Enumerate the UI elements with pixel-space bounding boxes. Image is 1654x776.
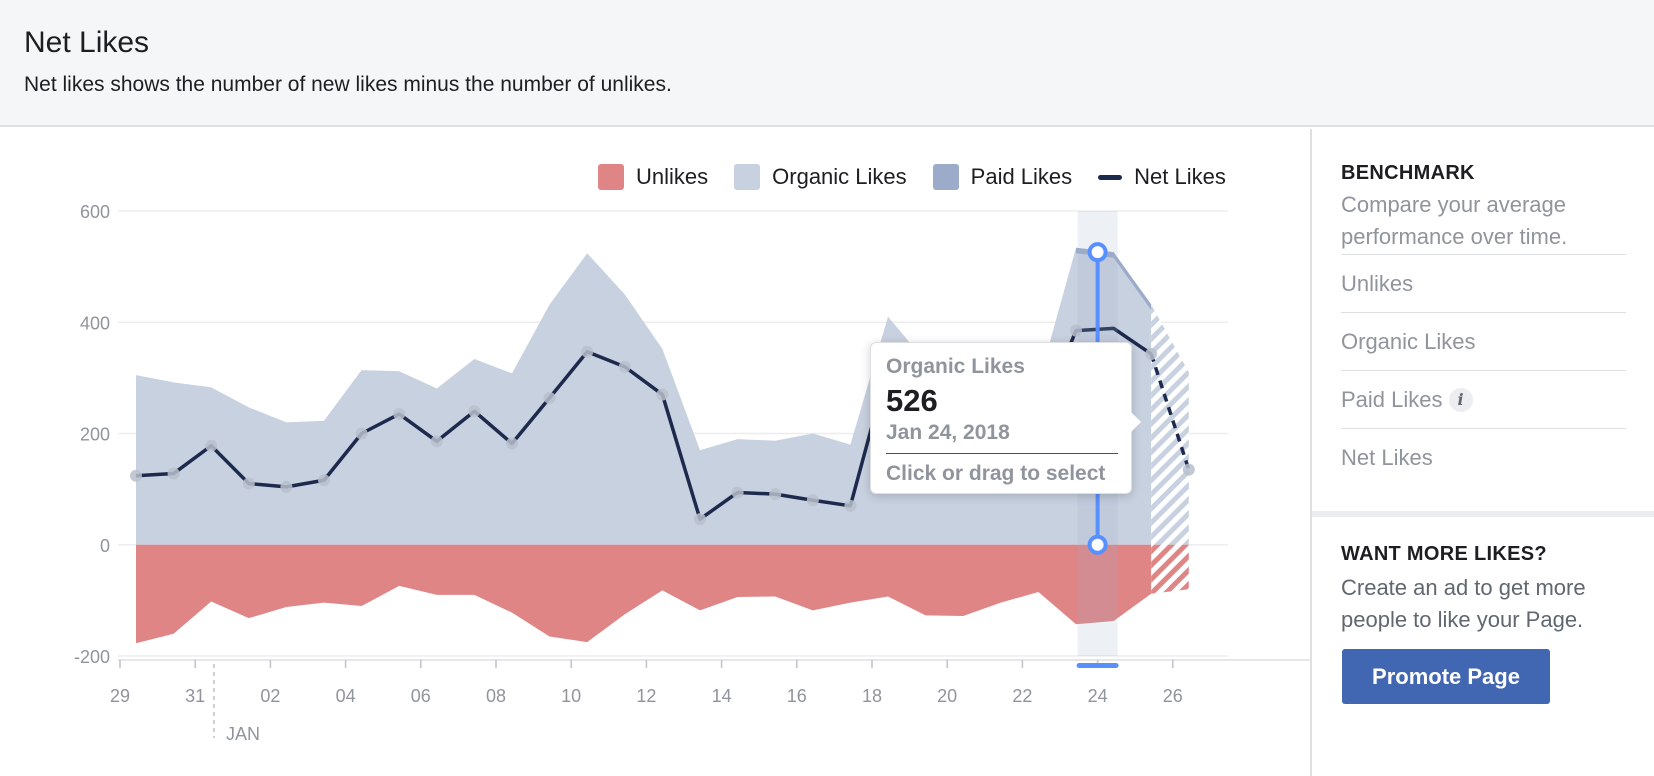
x-tick-label: 18 — [862, 686, 882, 706]
legend-item-paid-likes[interactable]: Paid Likes — [932, 164, 1073, 190]
x-tick-label: 02 — [260, 686, 280, 706]
net-likes-point — [506, 437, 518, 450]
selection-handle-top[interactable] — [1087, 242, 1108, 263]
net-likes-point — [318, 474, 330, 487]
net-likes-point — [355, 427, 368, 440]
net-likes-point — [468, 405, 481, 418]
legend-swatch-paid-likes — [932, 164, 959, 190]
selection-scrub-bar — [1076, 663, 1119, 668]
x-tick-label: 31 — [185, 686, 205, 706]
paid-likes-area — [1076, 247, 1152, 311]
net-likes-point — [430, 435, 443, 448]
net-likes-point — [1070, 324, 1082, 337]
net-likes-point — [242, 477, 255, 490]
legend-item-organic-likes[interactable]: Organic Likes — [734, 164, 907, 190]
net-likes-point — [618, 360, 631, 373]
legend-label-net-likes: Net Likes — [1134, 164, 1226, 189]
y-tick-label: -200 — [74, 647, 110, 667]
unlikes-projected-area — [1151, 544, 1189, 594]
x-tick-label: 16 — [787, 686, 807, 706]
x-tick-label: 22 — [1012, 686, 1032, 706]
tooltip-rule — [886, 453, 1118, 454]
net-likes-point — [731, 486, 744, 499]
tooltip-series-label: Organic Likes — [886, 355, 1025, 378]
info-icon[interactable]: i — [1448, 387, 1473, 412]
page-title: Net Likes — [24, 26, 150, 59]
net-likes-point — [130, 469, 142, 482]
y-tick-label: 400 — [80, 313, 110, 333]
tooltip-arrow — [1131, 412, 1141, 432]
x-tick-label: 24 — [1088, 686, 1108, 706]
legend-item-net-likes[interactable]: Net Likes — [1098, 164, 1226, 190]
benchmark-title: BENCHMARK — [1341, 162, 1475, 184]
x-tick-label: 12 — [636, 686, 656, 706]
net-likes-point — [656, 388, 669, 401]
legend-swatch-net-likes — [1098, 174, 1123, 180]
promote-page-button[interactable]: Promote Page — [1342, 649, 1550, 704]
selection-handle-bottom[interactable] — [1087, 534, 1108, 555]
benchmark-item-unlikes[interactable]: Unlikes — [1341, 254, 1626, 312]
net-likes-point — [543, 391, 556, 404]
benchmark-item-label: Net Likes — [1341, 444, 1433, 470]
net-likes-point — [769, 488, 782, 501]
net-likes-point — [844, 499, 857, 512]
benchmark-item-label: Paid Likes — [1341, 386, 1443, 412]
y-tick-label: 0 — [100, 536, 110, 556]
x-tick-label: 06 — [411, 686, 431, 706]
net-likes-point — [205, 439, 218, 452]
net-likes-point — [393, 408, 406, 421]
axis-layer: 29 31 02 04 06 08 10 12 14 16 18 20 22 24 26 JAN — [110, 659, 1310, 744]
x-tick-label: 04 — [336, 686, 356, 706]
net-likes-projected-line — [1149, 353, 1191, 471]
legend-item-unlikes[interactable]: Unlikes — [598, 164, 708, 190]
tooltip-date: Jan 24, 2018 — [886, 421, 1010, 444]
sidebar-separator — [1312, 511, 1654, 517]
net-likes-point — [280, 480, 293, 493]
benchmark-item-paid-likes[interactable]: Paid Likes i — [1341, 370, 1626, 428]
y-tick-label: 200 — [80, 425, 110, 445]
x-tick-label: 14 — [712, 686, 732, 706]
y-tick-label: 600 — [80, 202, 110, 222]
x-tick-label: 08 — [486, 686, 506, 706]
x-tick-label: 20 — [937, 686, 957, 706]
tooltip-hint: Click or drag to select — [886, 462, 1106, 485]
legend-label-paid-likes: Paid Likes — [970, 164, 1073, 189]
organic-likes-projected-area — [1151, 304, 1189, 545]
benchmark-item-label: Organic Likes — [1341, 328, 1476, 354]
legend-label-organic-likes: Organic Likes — [772, 164, 907, 189]
benchmark-sidebar: BENCHMARK Compare your average performan… — [1312, 129, 1654, 776]
legend-label-unlikes: Unlikes — [636, 164, 709, 189]
net-likes-point — [1182, 463, 1195, 476]
chart-tooltip: Organic Likes 526 Jan 24, 2018 Click or … — [870, 342, 1132, 494]
net-likes-point — [806, 494, 819, 507]
selection-layer[interactable] — [1076, 211, 1119, 668]
page-header: Net Likes Net likes shows the number of … — [0, 0, 1654, 127]
x-month-label: JAN — [226, 724, 260, 744]
net-likes-point — [694, 513, 706, 526]
page-description: Net likes shows the number of new likes … — [24, 73, 672, 96]
more-likes-description: Create an ad to get more people to like … — [1341, 575, 1586, 632]
x-tick-label: 29 — [110, 686, 130, 706]
benchmark-item-net-likes[interactable]: Net Likes — [1341, 428, 1626, 486]
tooltip-value: 526 — [886, 383, 938, 418]
benchmark-description: Compare your average performance over ti… — [1341, 192, 1568, 249]
net-likes-point — [1145, 347, 1158, 360]
x-tick-label: 10 — [561, 686, 581, 706]
chart-legend: Unlikes Organic Likes Paid Likes Net Lik… — [598, 163, 1226, 191]
net-likes-point — [581, 345, 594, 358]
more-likes-title: WANT MORE LIKES? — [1341, 543, 1547, 565]
legend-swatch-organic-likes — [734, 164, 761, 190]
net-likes-point — [167, 467, 180, 480]
legend-swatch-unlikes — [598, 164, 624, 190]
x-tick-label: 26 — [1163, 686, 1183, 706]
benchmark-item-label: Unlikes — [1341, 270, 1414, 296]
panel-divider — [1310, 129, 1312, 776]
benchmark-item-organic-likes[interactable]: Organic Likes — [1341, 312, 1626, 370]
unlikes-area — [136, 544, 1152, 644]
